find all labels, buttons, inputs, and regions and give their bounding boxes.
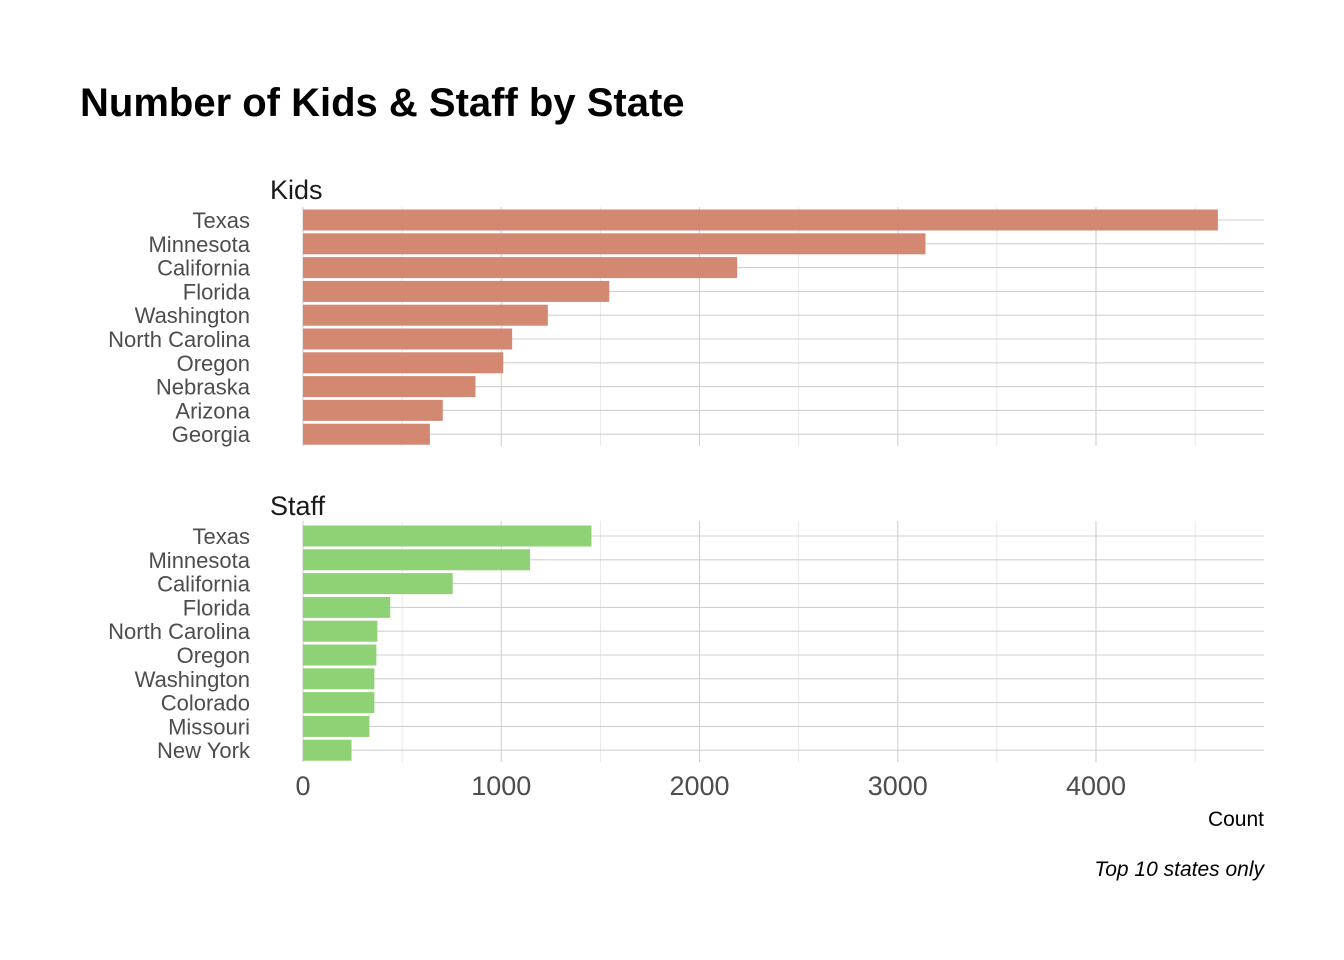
bar-staff-new-york [303,739,352,761]
category-label: North Carolina [108,327,251,352]
panel-title: Staff [270,491,326,521]
category-label: California [157,572,251,597]
category-label: Florida [183,595,251,620]
panel-staff: Staff TexasMinnesotaCaliforniaFloridaNort… [108,491,1264,763]
category-label: Georgia [172,422,251,447]
bar-kids-florida [303,280,610,302]
category-label: Minnesota [148,548,250,573]
bar-staff-north-carolina [303,620,378,642]
bar-kids-georgia [303,423,430,445]
x-axis: 0 1000 2000 3000 4000 [295,771,1126,801]
x-tick-label: 0 [295,771,310,801]
category-label: Nebraska [156,375,251,400]
category-label: Oregon [177,351,250,376]
bar-kids-minnesota [303,233,926,255]
x-tick-label: 4000 [1066,771,1126,801]
panel-title: Kids [270,175,323,205]
bar-kids-nebraska [303,376,476,398]
x-axis-title: Count [1208,808,1264,831]
category-label: North Carolina [108,619,251,644]
x-tick-label: 1000 [471,771,531,801]
chart-title: Number of Kids & Staff by State [80,81,685,125]
bar-kids-washington [303,304,548,326]
chart-panels: KidsTexasMinnesotaCaliforniaFloridaWashi… [108,175,1264,763]
bar-staff-oregon [303,644,377,666]
category-label: Colorado [161,691,250,716]
bar-staff-colorado [303,692,375,714]
bar-staff-missouri [303,715,370,737]
bar-kids-california [303,257,738,279]
category-label: Minnesota [148,232,250,257]
category-label: California [157,256,251,281]
bar-staff-texas [303,525,592,547]
category-label: Washington [135,667,250,692]
category-label: Texas [193,524,250,549]
bar-staff-minnesota [303,549,530,571]
x-tick-label: 3000 [868,771,928,801]
bar-staff-california [303,573,453,595]
bar-staff-florida [303,596,391,618]
x-tick-label: 2000 [669,771,729,801]
category-label: Oregon [177,643,250,668]
bar-kids-north-carolina [303,328,513,350]
category-label: Missouri [168,714,250,739]
bar-kids-texas [303,209,1218,231]
bar-staff-washington [303,668,375,690]
panel-kids: Kids TexasMinnesotaCaliforniaFloridaWashi… [108,175,1264,447]
category-label: Arizona [175,398,250,423]
bar-kids-oregon [303,352,504,374]
chart-caption: Top 10 states only [1094,858,1265,881]
category-label: Washington [135,303,250,328]
category-label: New York [157,738,251,763]
category-label: Florida [183,279,251,304]
bar-kids-arizona [303,399,443,421]
category-label: Texas [193,208,250,233]
